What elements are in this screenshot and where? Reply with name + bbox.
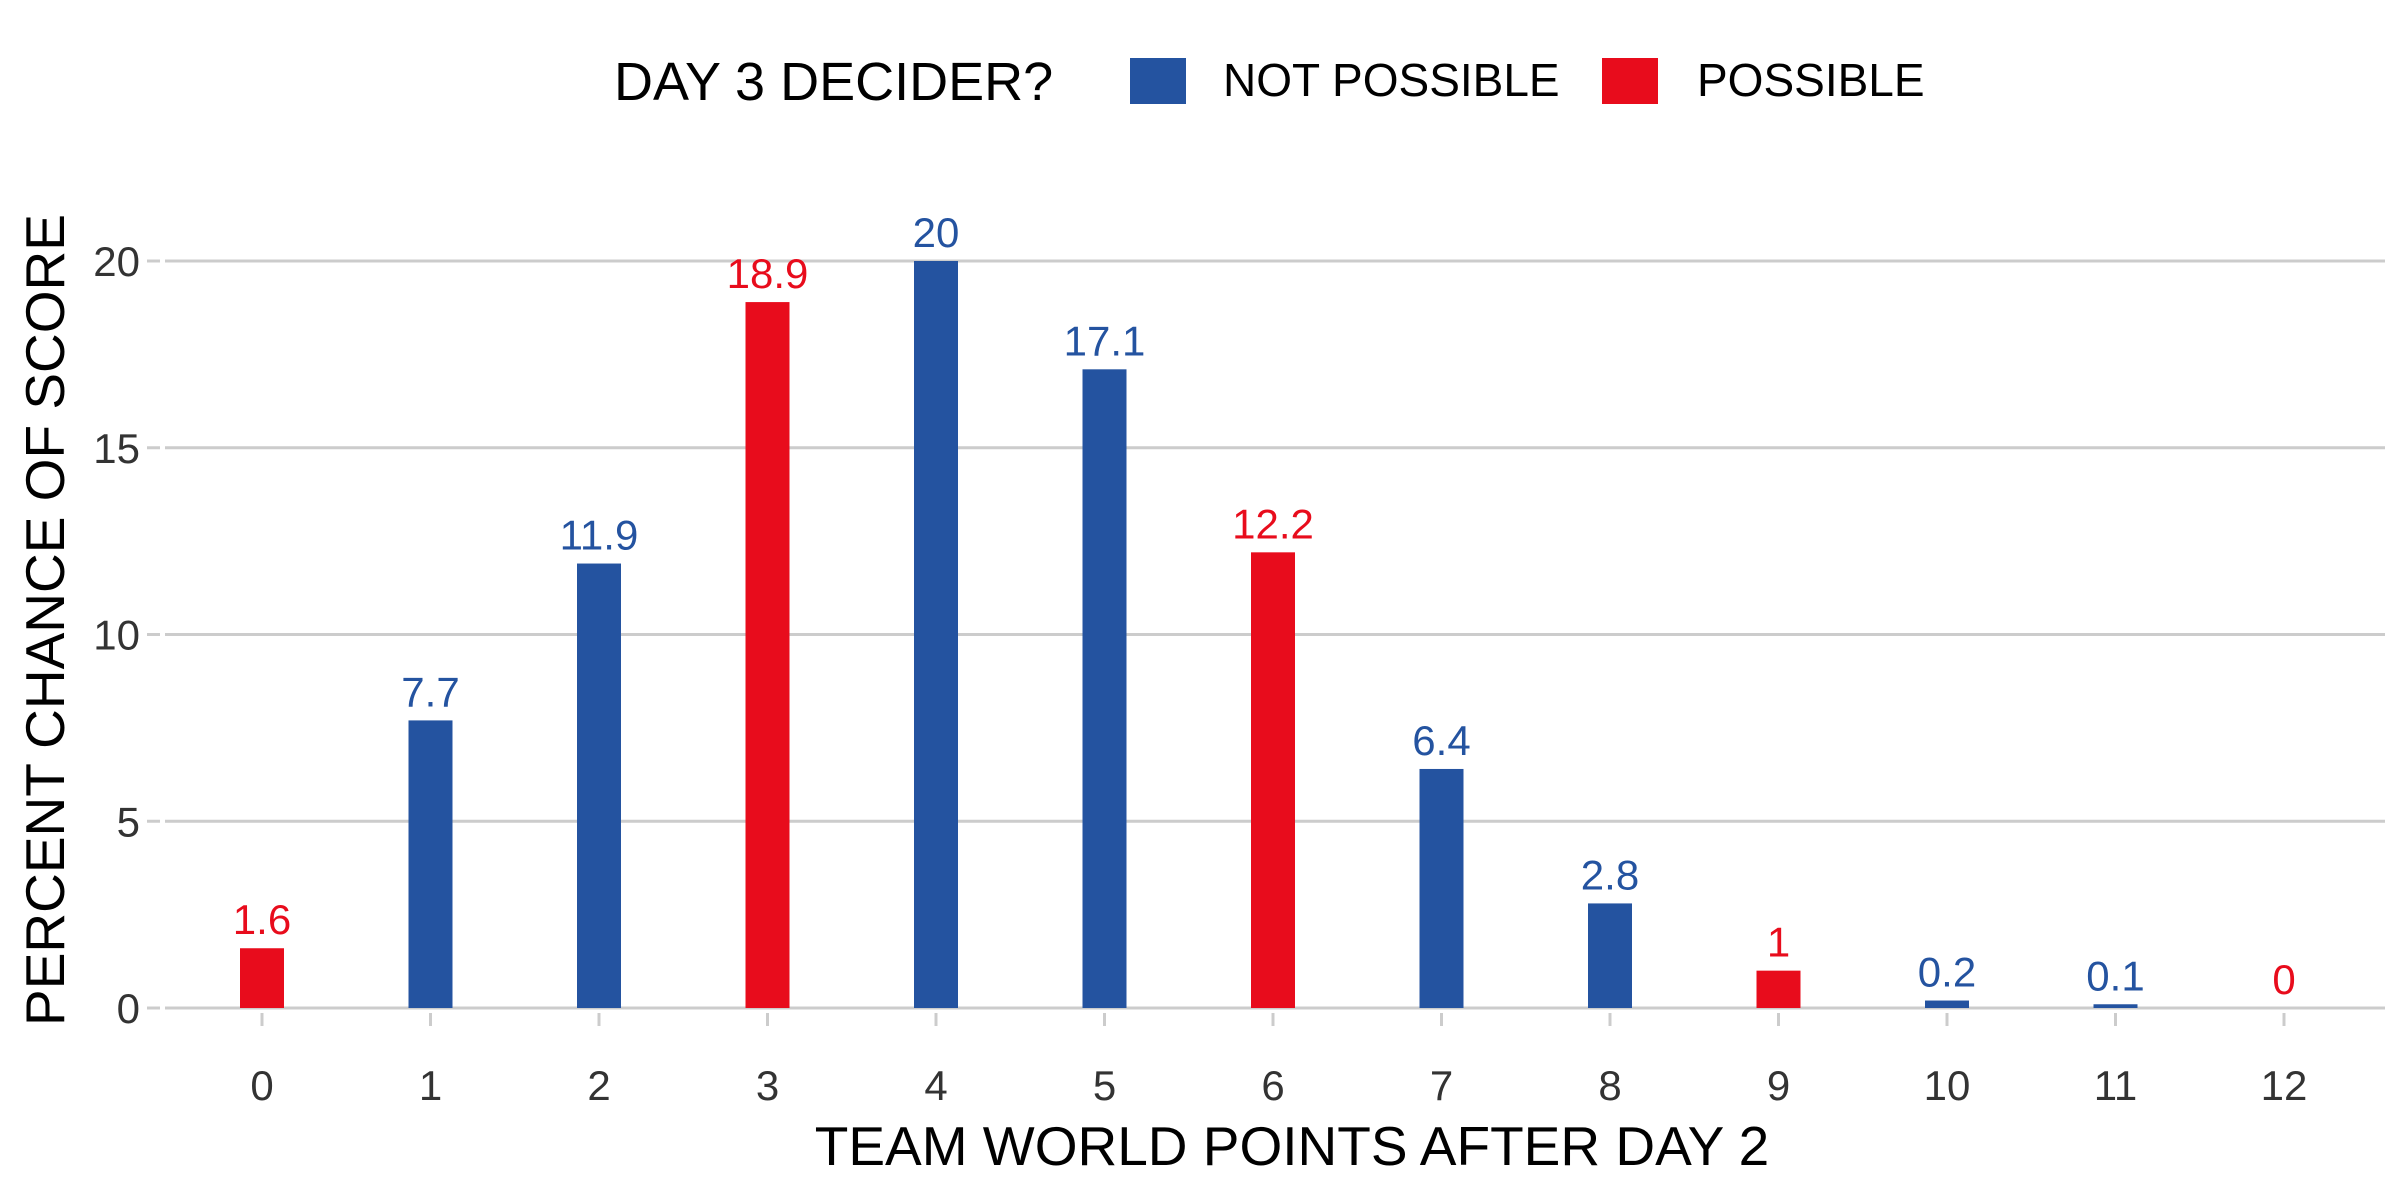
legend-label-not-possible: NOT POSSIBLE xyxy=(1223,54,1560,106)
x-tick-label: 8 xyxy=(1598,1062,1621,1109)
bar-6 xyxy=(1251,552,1295,1008)
bar-value-label: 0.1 xyxy=(2086,952,2144,999)
x-tick-label: 5 xyxy=(1093,1062,1116,1109)
x-tick-label: 4 xyxy=(924,1062,947,1109)
legend: DAY 3 DECIDER? NOT POSSIBLE POSSIBLE xyxy=(614,52,1925,112)
bar-value-label: 20 xyxy=(913,209,960,256)
x-axis-ticks: 0 1 2 3 4 5 6 7 8 9 10 11 12 xyxy=(250,1013,2307,1109)
y-tick-label: 5 xyxy=(117,798,140,845)
x-tick-label: 6 xyxy=(1261,1062,1284,1109)
bar-11 xyxy=(2093,1004,2138,1008)
x-tick-label: 3 xyxy=(756,1062,779,1109)
legend-swatch-possible xyxy=(1602,58,1658,104)
bar-value-label: 7.7 xyxy=(401,668,459,715)
y-tick-label: 20 xyxy=(93,238,140,285)
bar-8 xyxy=(1588,903,1632,1008)
bar-5 xyxy=(1082,369,1127,1008)
bar-value-label: 1 xyxy=(1767,919,1790,966)
bar-0 xyxy=(240,948,284,1008)
legend-label-possible: POSSIBLE xyxy=(1697,54,1925,106)
bar-value-label: 0 xyxy=(2272,956,2295,1003)
x-axis-title: TEAM WORLD POINTS AFTER DAY 2 xyxy=(815,1115,1770,1177)
x-tick-label: 1 xyxy=(419,1062,442,1109)
legend-swatch-not-possible xyxy=(1130,58,1186,104)
bar-value-label: 6.4 xyxy=(1412,717,1470,764)
bar-7 xyxy=(1419,768,1464,1008)
bar-3 xyxy=(745,302,790,1009)
bar-value-label: 17.1 xyxy=(1064,317,1146,364)
bar-value-label: 1.6 xyxy=(233,896,291,943)
legend-title: DAY 3 DECIDER? xyxy=(614,52,1053,112)
y-tick-label: 15 xyxy=(93,425,140,472)
x-tick-label: 2 xyxy=(587,1062,610,1109)
bars xyxy=(240,261,2138,1009)
y-axis-ticks: 0 5 10 15 20 xyxy=(93,238,160,1032)
bar-10 xyxy=(1925,1000,1969,1008)
bar-value-label: 0.2 xyxy=(1918,949,1976,996)
bar-value-label: 11.9 xyxy=(560,512,639,559)
x-tick-label: 0 xyxy=(250,1062,273,1109)
x-tick-label: 12 xyxy=(2261,1062,2308,1109)
bar-4 xyxy=(914,261,958,1008)
bar-value-label: 18.9 xyxy=(727,250,809,297)
x-tick-label: 11 xyxy=(2094,1062,2138,1109)
bar-2 xyxy=(577,563,621,1008)
bar-9 xyxy=(1756,970,1801,1008)
bar-value-label: 12.2 xyxy=(1232,500,1314,547)
x-tick-label: 7 xyxy=(1430,1062,1453,1109)
y-tick-label: 10 xyxy=(93,612,140,659)
x-tick-label: 9 xyxy=(1767,1062,1790,1109)
bar-value-labels: 1.6 7.7 11.9 18.9 20 17.1 12.2 6.4 2.8 1 0.2 0.1 0 xyxy=(233,209,2296,1003)
y-tick-label: 0 xyxy=(117,985,140,1032)
bar-1 xyxy=(408,720,453,1008)
bar-value-label: 2.8 xyxy=(1581,851,1639,898)
x-tick-label: 10 xyxy=(1924,1062,1971,1109)
y-axis-title: PERCENT CHANCE OF SCORE xyxy=(14,214,76,1026)
